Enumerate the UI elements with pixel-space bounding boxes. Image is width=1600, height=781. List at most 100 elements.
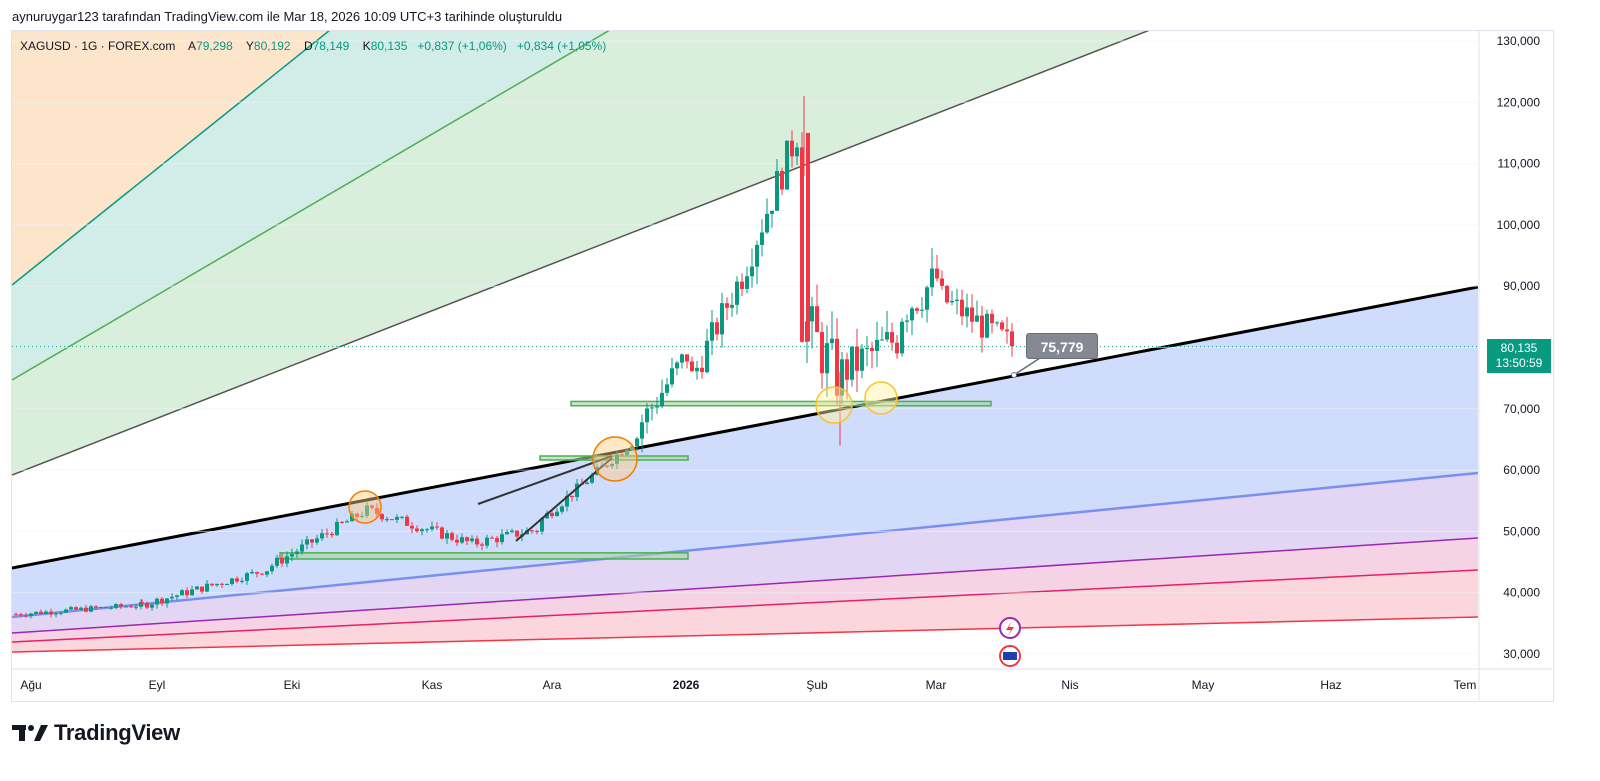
candle-body (275, 557, 279, 566)
plot-area[interactable] (12, 0, 1478, 668)
candle-body (875, 339, 879, 351)
y-tick-label: 30,000 (1503, 647, 1540, 661)
x-tick-label: Tem (1454, 678, 1477, 692)
candle-body (915, 308, 919, 311)
candle-body (180, 590, 184, 596)
candle-body (79, 607, 83, 610)
candle-body (109, 607, 113, 609)
candle-body (680, 354, 684, 363)
candle-body (675, 362, 679, 369)
candle-body (340, 521, 344, 523)
candle-body (640, 422, 644, 439)
candle-body (450, 533, 454, 540)
candle-body (69, 607, 73, 610)
candle-body (515, 530, 519, 537)
channel-line-1 (12, 31, 330, 286)
candle-body (870, 347, 874, 351)
y-tick-label: 110,000 (1498, 157, 1541, 171)
candle-body (145, 602, 149, 608)
candle-body (14, 614, 18, 616)
candle-body (175, 595, 179, 597)
candle-body (94, 606, 98, 608)
candle-body (54, 613, 58, 615)
candle-body (885, 332, 889, 340)
candle-body (905, 320, 909, 322)
candle-body (615, 454, 619, 464)
last-price-tag: 80,135 13:50:59 (1487, 339, 1551, 373)
x-tick-label: May (1192, 678, 1215, 692)
callout-pointer (1013, 357, 1041, 376)
candle-body (445, 533, 449, 539)
candle-body (200, 586, 204, 592)
candle-body (670, 368, 674, 385)
candle-body (780, 170, 784, 190)
candle-body (195, 586, 199, 590)
candle-body (430, 526, 434, 530)
candle-body (205, 583, 209, 592)
candle-body (345, 521, 349, 523)
candle-body (215, 583, 219, 586)
candle-body (495, 538, 499, 543)
candle-body (460, 537, 464, 543)
y-tick-label: 130,000 (1497, 34, 1541, 48)
candle-body (590, 474, 594, 483)
candle-body (170, 596, 174, 599)
candle-body (1010, 331, 1014, 347)
price-callout[interactable]: 75,779 (1026, 333, 1098, 359)
candle-body (825, 343, 829, 374)
x-tick-label: Kas (422, 678, 443, 692)
candle-body (240, 580, 244, 582)
tradingview-brand[interactable]: TradingView (12, 720, 180, 746)
candle-body (230, 578, 234, 585)
candle-body (315, 538, 319, 543)
candle-body (620, 454, 624, 456)
candle-body (980, 315, 984, 338)
candle-body (265, 571, 269, 575)
legend-open-label: A (188, 39, 197, 53)
candle-body (134, 606, 138, 608)
candle-body (360, 515, 364, 517)
candle-body (845, 359, 849, 380)
candle-body (605, 465, 609, 467)
candle-body (285, 556, 289, 564)
candle-body (385, 519, 389, 521)
candle-body (129, 606, 133, 608)
candle-body (415, 528, 419, 532)
candle-body (555, 511, 559, 517)
callout-anchor (1011, 372, 1017, 378)
candle-body (890, 332, 894, 343)
candle-body (720, 303, 724, 335)
x-tick-label: Mar (926, 678, 947, 692)
x-tick-label: Haz (1320, 678, 1341, 692)
x-tick-label: Ara (543, 678, 562, 692)
candle-body (160, 598, 164, 604)
x-tick-label: 2026 (673, 678, 700, 692)
candle-body (165, 598, 169, 604)
candle-body (775, 170, 779, 211)
candle-body (400, 516, 404, 518)
candle-body (630, 446, 634, 451)
candle-body (930, 268, 934, 288)
legend-symbol[interactable]: XAGUSD · 1G · FOREX.com (20, 39, 176, 53)
candle-body (830, 338, 834, 344)
candle-body (900, 321, 904, 354)
candle-body (410, 525, 414, 529)
candle-body (705, 340, 709, 373)
candle-body (940, 278, 944, 286)
candle-body (730, 304, 734, 308)
candle-body (955, 299, 959, 301)
wedge-upper-line (477, 455, 613, 505)
candle-body (295, 551, 299, 554)
x-tick-label: Şub (806, 678, 828, 692)
candle-body (270, 565, 274, 572)
chart-attribution: aynuruygar123 tarafından TradingView.com… (12, 9, 563, 24)
support-zone (539, 455, 689, 461)
bar-countdown: 13:50:59 (1495, 356, 1543, 370)
candle-body (925, 287, 929, 310)
candle-body (530, 530, 534, 532)
channel-fill-below (12, 617, 1478, 668)
candle-body (99, 607, 103, 609)
candle-body (185, 590, 189, 596)
candle-body (470, 538, 474, 542)
